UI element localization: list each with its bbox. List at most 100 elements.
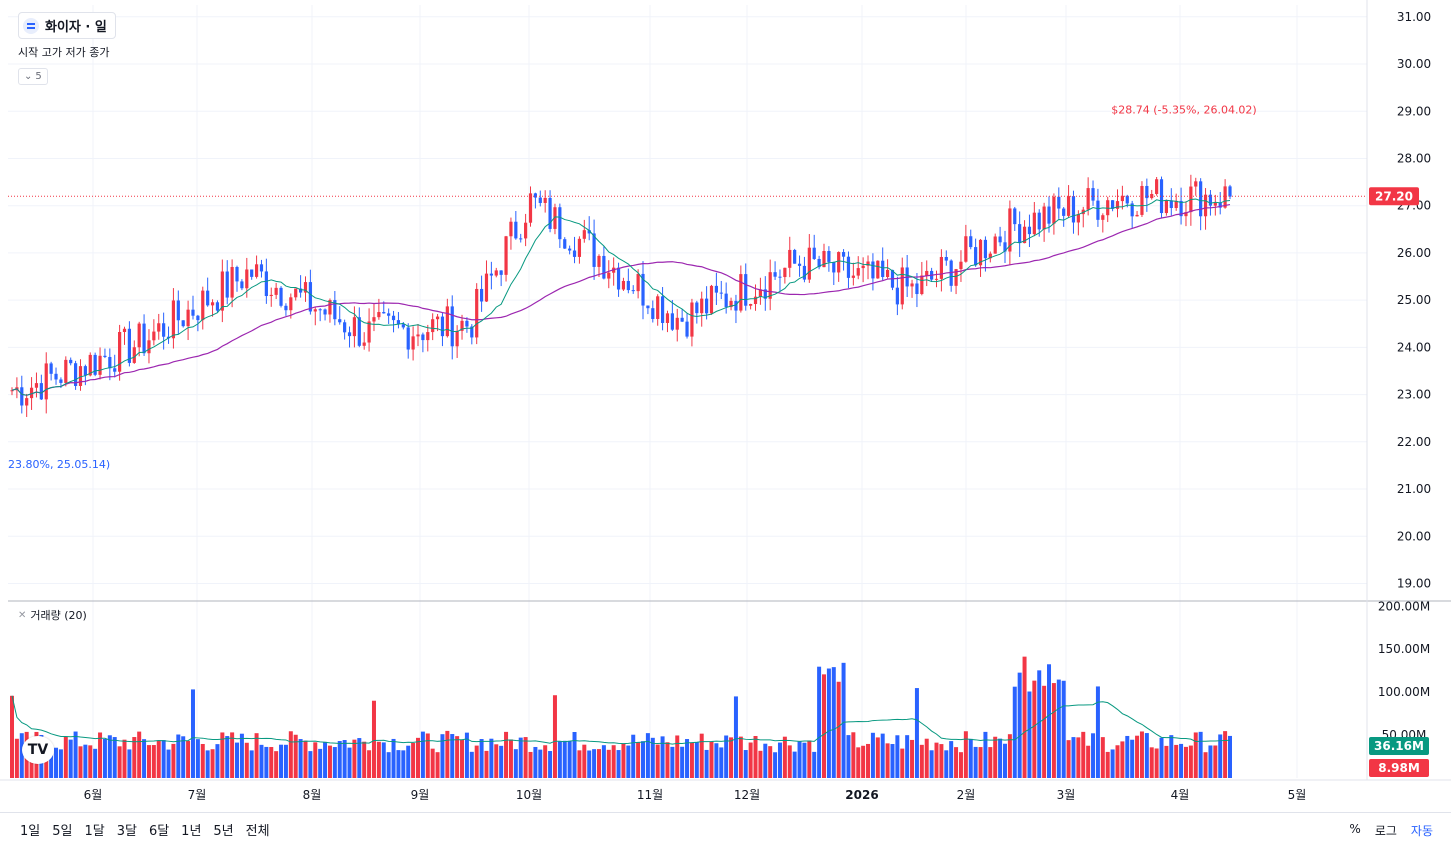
candle-body: [1076, 214, 1080, 223]
last-price-badge: [1369, 187, 1419, 206]
volume-bar: [670, 746, 675, 778]
candle-body: [665, 313, 670, 323]
candle-body: [871, 261, 875, 279]
volume-bar: [738, 736, 743, 778]
volume-bar: [362, 741, 367, 778]
volume-bar: [963, 731, 968, 778]
candle-body: [974, 247, 978, 266]
tradingview-logo-icon[interactable]: TV: [22, 736, 54, 764]
candle-body: [59, 379, 63, 383]
symbol-selector[interactable]: 화이자 · 일: [18, 12, 116, 39]
range-1d[interactable]: 1일: [20, 824, 41, 839]
volume-bar: [1056, 679, 1061, 778]
volume-bar: [552, 695, 557, 778]
volume-bar: [861, 745, 866, 778]
volume-bar: [1198, 731, 1203, 778]
candle-body: [303, 282, 308, 293]
candle-body: [812, 247, 816, 259]
candle-body: [925, 270, 929, 276]
price-tick-label: 26.00: [1397, 246, 1431, 260]
candle-body: [1223, 186, 1227, 208]
range-1y[interactable]: 1년: [181, 824, 202, 839]
volume-bar: [63, 736, 68, 778]
volume-bar: [19, 733, 24, 778]
volume-bar: [303, 740, 308, 778]
time-axis-label: 7월: [188, 788, 207, 802]
candle-body: [157, 323, 161, 332]
candle-body: [538, 197, 542, 203]
candle-body: [1184, 212, 1188, 217]
volume-bar: [846, 735, 851, 778]
candle-body: [411, 336, 415, 350]
volume-bar: [533, 746, 538, 778]
candle-body: [269, 294, 273, 297]
close-icon[interactable]: ✕: [18, 609, 27, 621]
percent-scale-toggle[interactable]: %: [1349, 822, 1361, 836]
volume-bar: [142, 739, 147, 778]
candle-body: [284, 305, 288, 311]
volume-bar: [939, 744, 944, 778]
range-5y[interactable]: 5년: [213, 824, 234, 839]
toolbar-divider: [0, 812, 1451, 813]
volume-bar: [332, 747, 337, 778]
candle-body: [264, 271, 268, 297]
volume-bar: [112, 737, 117, 778]
volume-bars: [10, 656, 1232, 778]
candle-body: [343, 322, 347, 333]
price-tick-label: 23.00: [1397, 388, 1431, 402]
volume-bar: [249, 750, 254, 778]
indicator-count: 5: [35, 71, 42, 82]
volume-bar: [298, 739, 303, 778]
auto-scale-toggle[interactable]: 자동: [1410, 824, 1433, 838]
indicator-collapse-button[interactable]: ⌄ 5: [18, 68, 48, 85]
log-scale-toggle[interactable]: 로그: [1374, 824, 1397, 838]
candle-body: [49, 363, 53, 374]
range-3m[interactable]: 3달: [116, 824, 137, 839]
candle-body: [866, 261, 870, 266]
grid: [8, 5, 1367, 778]
candle-body: [778, 276, 782, 278]
candle-body: [1086, 188, 1090, 210]
volume-bar: [337, 741, 342, 778]
volume-legend: ✕ 거래량 (20): [18, 607, 87, 623]
candle-body: [137, 323, 141, 348]
chevron-down-icon: ⌄: [24, 71, 33, 82]
chart-legend: 화이자 · 일 시작 고가 저가 종가 ⌄ 5: [18, 12, 116, 85]
volume-label: 8.98M: [1378, 761, 1420, 775]
volume-bar: [73, 731, 78, 778]
range-5d[interactable]: 5일: [52, 824, 73, 839]
candle-body: [299, 288, 303, 293]
candle-body: [895, 287, 899, 305]
candle-body: [250, 269, 254, 277]
volume-bar: [1218, 734, 1223, 778]
range-1m[interactable]: 1달: [84, 824, 105, 839]
candle-body: [685, 321, 689, 337]
candle-body: [773, 272, 777, 277]
candle-body: [450, 306, 454, 347]
candle-body: [230, 266, 234, 298]
candle-body: [705, 298, 709, 314]
volume-bar: [655, 744, 660, 778]
candle-body: [690, 302, 694, 337]
volume-bar: [220, 732, 225, 778]
time-axis-label: 2026: [845, 788, 878, 802]
candle-body: [959, 261, 963, 270]
volume-bar: [1228, 735, 1232, 778]
volume-bar: [973, 746, 978, 778]
candle-body: [1228, 186, 1232, 197]
volume-bar: [567, 740, 572, 778]
volume-bar: [68, 739, 73, 778]
volume-bar: [1071, 737, 1076, 778]
volume-bar: [1203, 752, 1208, 778]
range-6m[interactable]: 6달: [148, 824, 170, 839]
volume-bar: [572, 732, 577, 778]
candle-body: [313, 309, 317, 312]
candle-body: [1008, 208, 1012, 252]
volume-bar: [895, 735, 900, 778]
volume-bar: [621, 743, 626, 778]
range-all[interactable]: 전체: [245, 824, 270, 839]
candle-body: [582, 230, 586, 239]
candle-body: [1032, 212, 1036, 235]
volume-bar: [812, 751, 817, 778]
